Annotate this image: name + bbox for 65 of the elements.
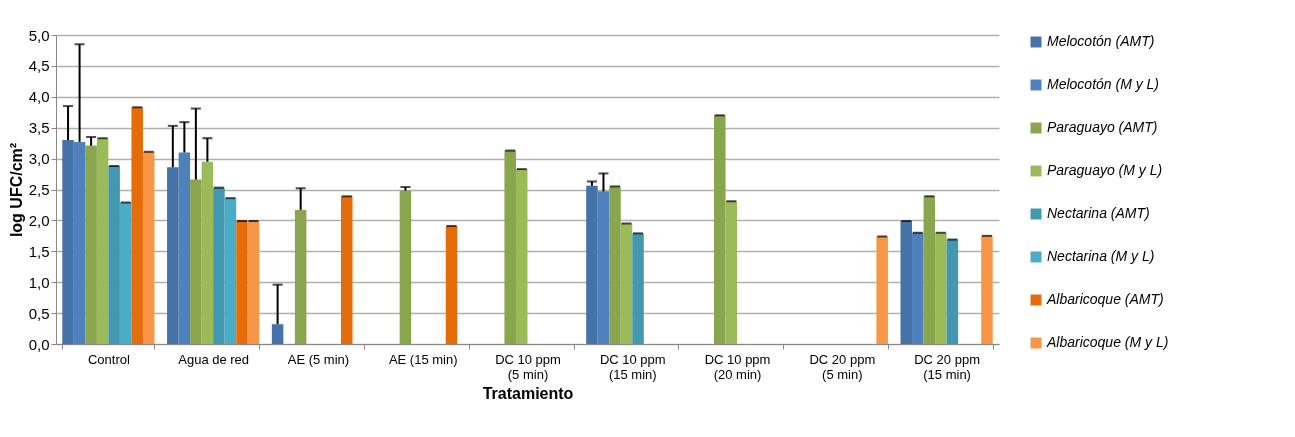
y-tick-label: 3,5 [28,119,50,137]
legend-label: Albaricoque (M y L) [1046,334,1169,350]
y-axis-title: log UFC/cm² [7,142,25,238]
bar [142,151,155,344]
legend-label: Nectarina (M y L) [1047,248,1155,264]
bar [923,196,936,344]
bar [935,232,947,344]
bar [190,179,202,344]
bar [597,191,610,344]
bar [876,236,888,344]
bar [912,232,924,344]
legend-label: Paraguayo (AMT) [1047,119,1158,135]
bar [620,223,633,344]
bar [167,167,179,344]
x-tick-label: DC 10 ppm (20 min) [704,351,771,382]
bar [632,233,644,344]
y-tick-label: 1,0 [28,273,50,291]
bar [981,235,993,344]
legend-label: Nectarina (AMT) [1047,205,1150,221]
bar [236,221,248,344]
bar [62,140,74,344]
bar [178,152,191,344]
y-tick-label: 0,5 [28,304,50,322]
x-tick-label: DC 10 ppm (15 min) [599,351,666,382]
x-tick-label: Agua de red [178,351,250,367]
bar [341,196,353,344]
bar [271,324,284,344]
bar [515,169,528,344]
y-tick-label: 4,5 [28,57,50,75]
bar [714,115,726,344]
bar [119,202,132,344]
x-tick-label: Control [87,351,130,367]
x-tick-label: DC 20 ppm (15 min) [914,351,980,382]
bar [85,145,97,344]
bar [131,107,143,344]
y-tick-label: 0,0 [28,335,50,353]
bar [504,150,516,344]
bar [247,221,260,344]
bar [294,209,307,344]
y-tick-label: 1,5 [28,242,50,260]
bar [946,239,959,344]
x-tick-label: DC 10 ppm (5 min) [495,351,561,382]
bar [213,187,225,344]
bar [445,225,458,344]
bar [73,141,86,344]
y-tick-label: 2,0 [28,211,50,229]
bar [201,161,214,344]
y-tick-label: 2,5 [28,181,50,198]
bar [900,221,913,344]
x-tick-label: AE (5 min) [287,351,350,367]
bar [224,198,237,344]
legend-label: Albaricoque (AMT) [1046,291,1164,307]
y-tick-label: 5,0 [28,26,50,44]
legend-label: Melocotón (M y L) [1047,76,1160,92]
bar [609,186,621,344]
legend-label: Melocotón (AMT) [1047,33,1155,49]
bar [108,166,120,344]
y-tick-label: 4,0 [28,88,50,106]
bar [725,201,738,344]
x-tick-label: AE (15 min) [388,351,458,367]
bar [96,138,109,344]
x-tick-label: DC 20 ppm (5 min) [809,351,876,382]
legend-label: Paraguayo (M y L) [1047,162,1163,178]
x-axis-title: Tratamiento [482,384,574,402]
y-tick-label: 3,0 [28,150,50,168]
